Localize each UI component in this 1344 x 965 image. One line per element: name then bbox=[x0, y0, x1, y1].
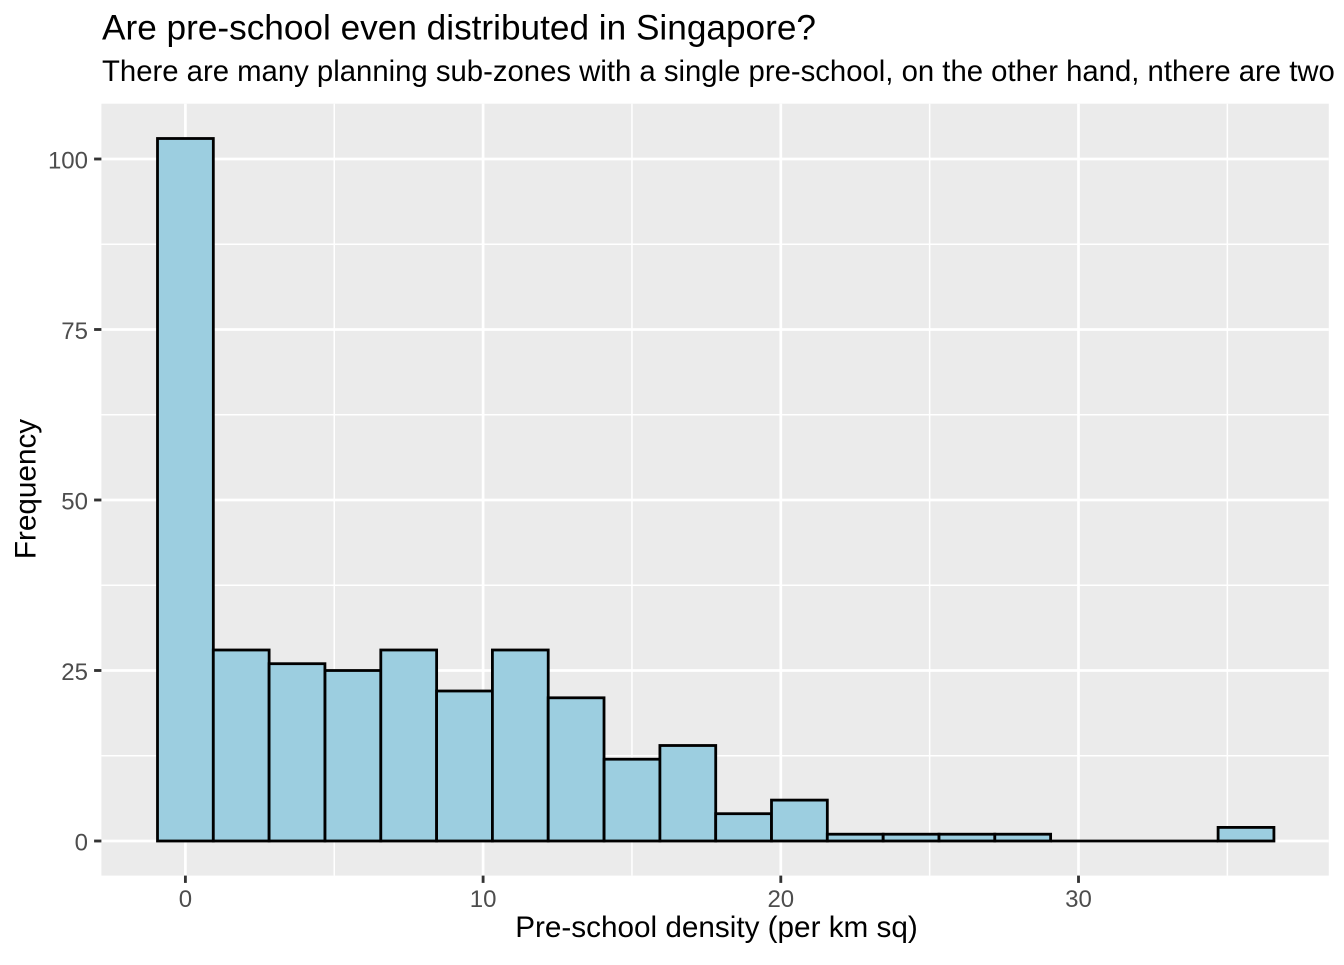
svg-text:25: 25 bbox=[61, 659, 88, 686]
svg-text:75: 75 bbox=[61, 318, 88, 345]
svg-text:Pre-school density (per km sq): Pre-school density (per km sq) bbox=[515, 911, 918, 944]
svg-text:Are pre-school even distribute: Are pre-school even distributed in Singa… bbox=[102, 9, 816, 48]
svg-text:100: 100 bbox=[48, 147, 88, 174]
svg-text:Frequency: Frequency bbox=[10, 419, 43, 559]
svg-text:20: 20 bbox=[767, 886, 794, 913]
svg-text:There are many planning sub-zo: There are many planning sub-zones with a… bbox=[102, 55, 1335, 88]
svg-text:0: 0 bbox=[75, 829, 88, 856]
svg-text:30: 30 bbox=[1065, 886, 1092, 913]
svg-text:0: 0 bbox=[179, 886, 192, 913]
svg-text:50: 50 bbox=[61, 488, 88, 515]
svg-text:10: 10 bbox=[470, 886, 497, 913]
